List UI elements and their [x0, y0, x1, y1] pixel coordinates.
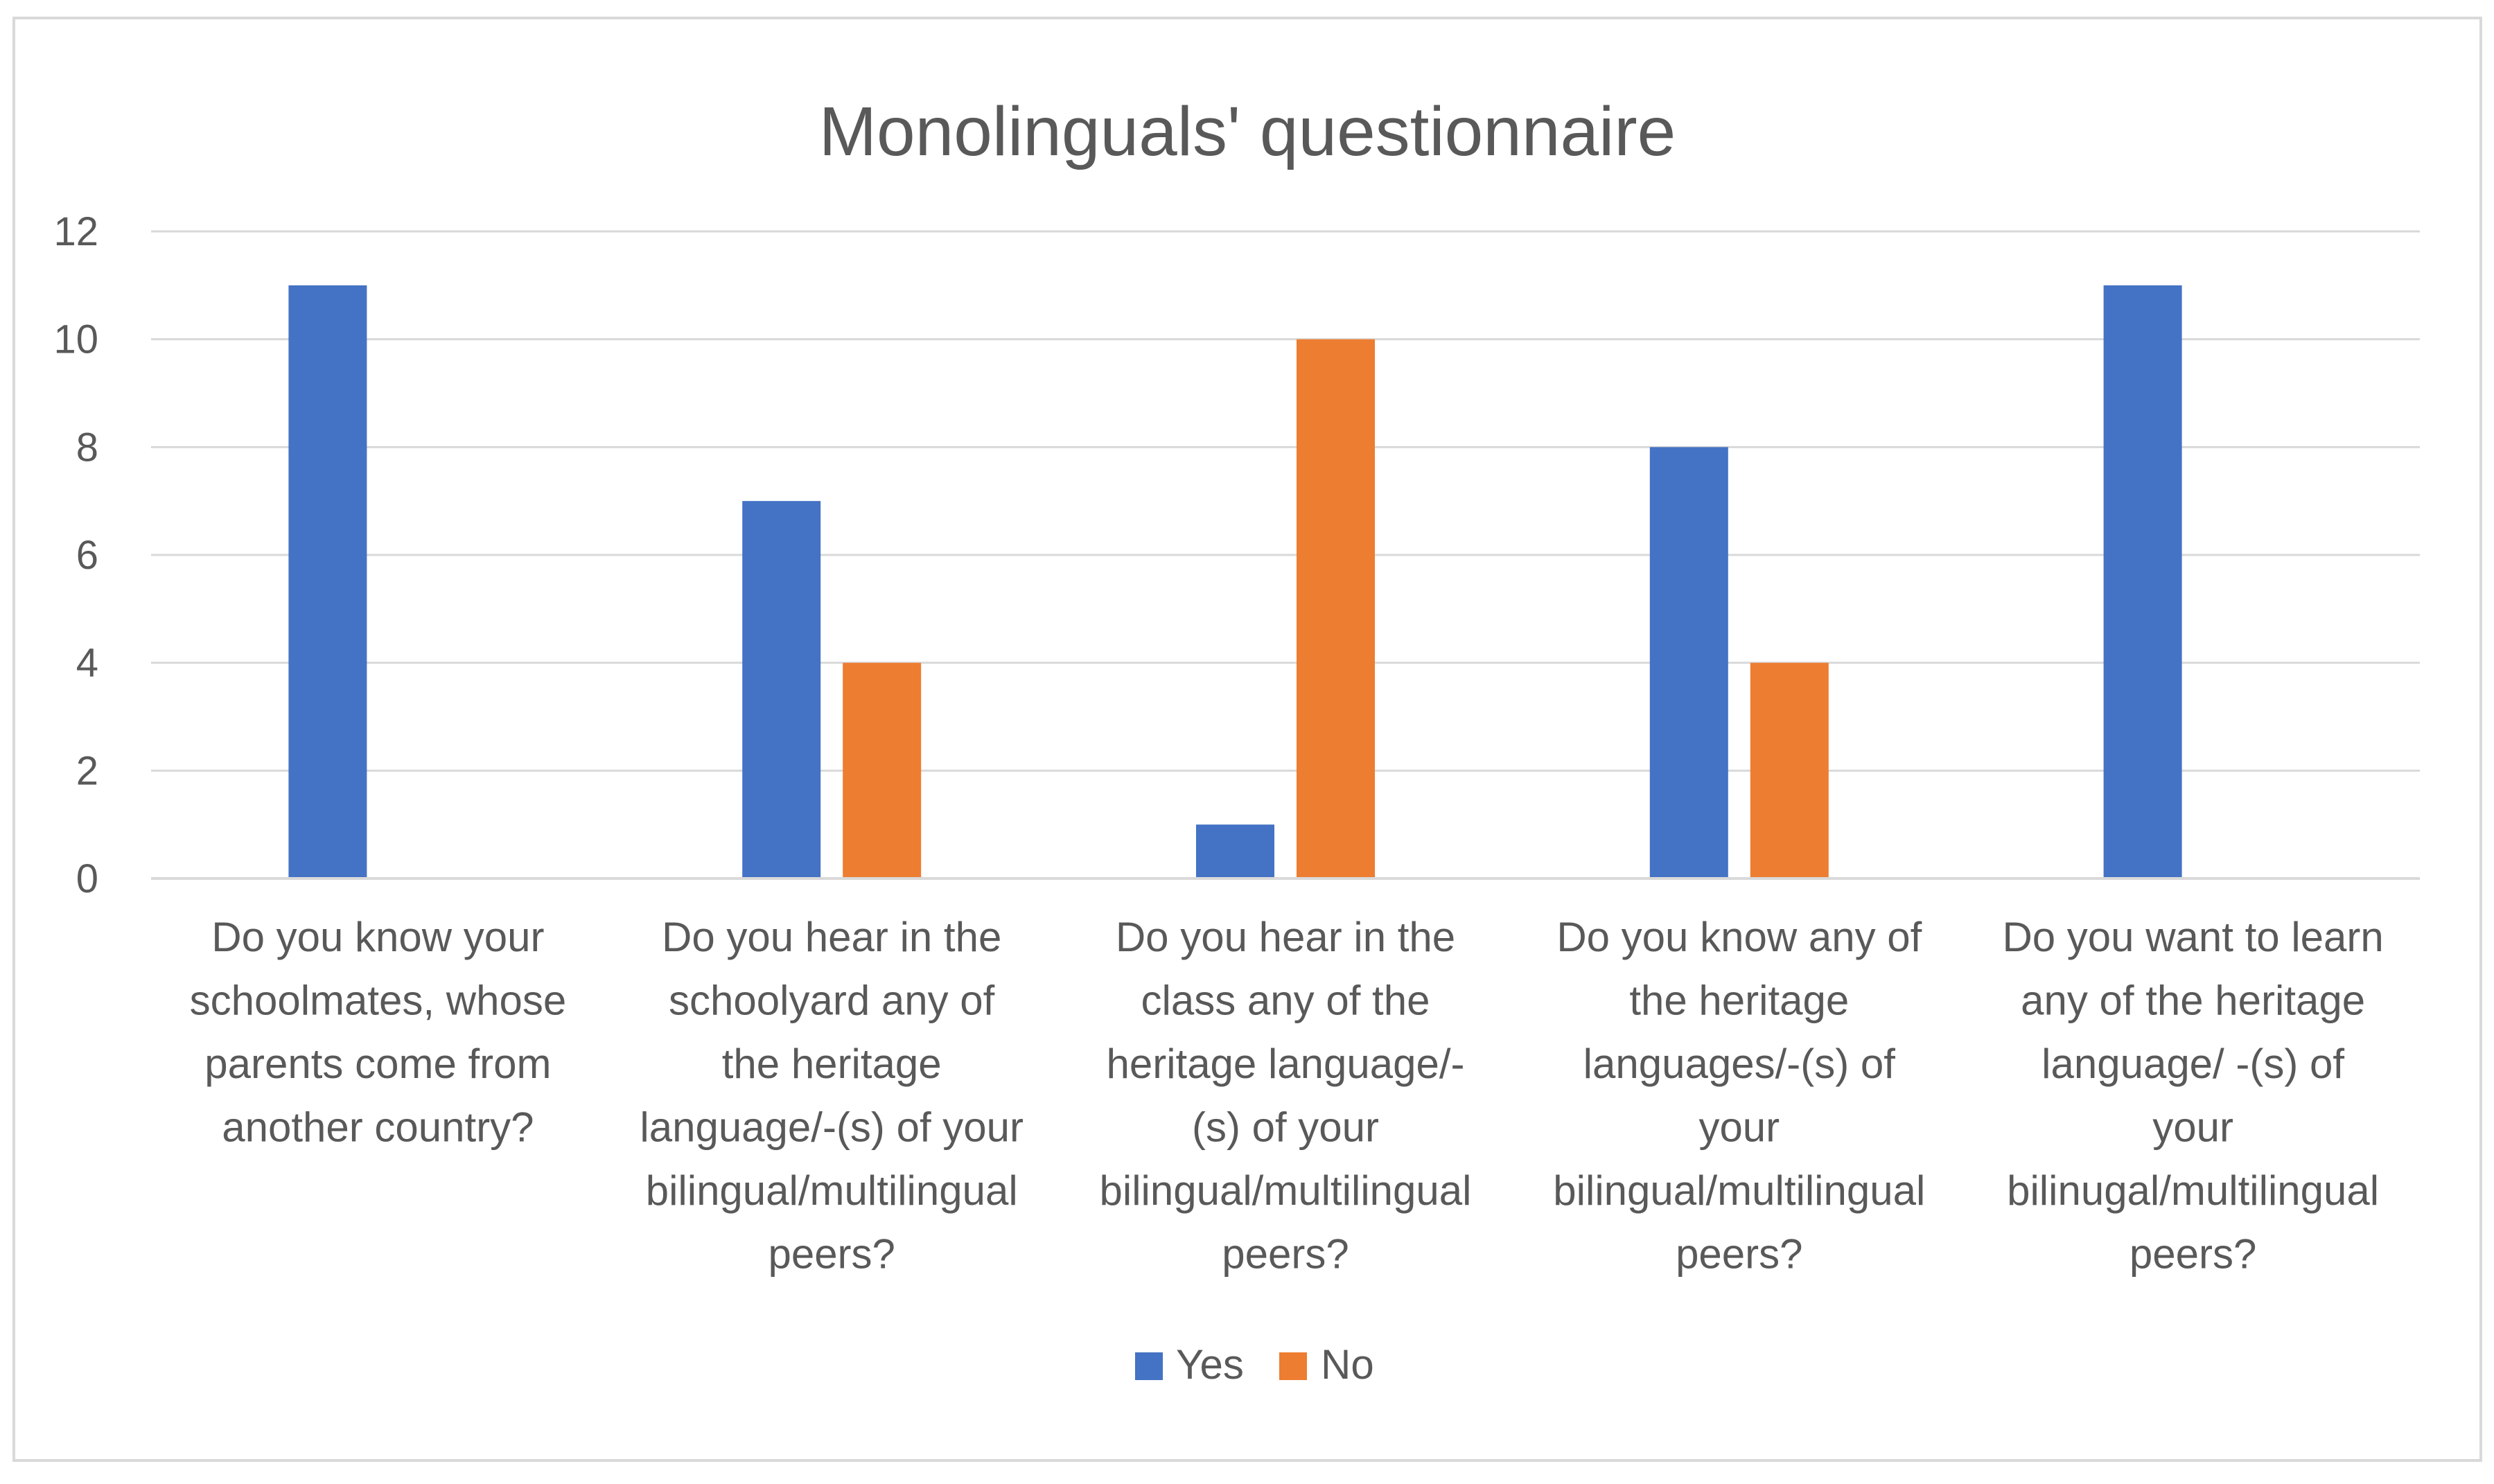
y-tick-label: 4 — [76, 641, 98, 686]
x-category-label-line: Do you know any of — [1556, 914, 1922, 960]
y-tick-label: 12 — [53, 209, 98, 254]
x-category-label-line: Do you want to learn — [2002, 914, 2383, 960]
legend-label-yes: Yes — [1176, 1341, 1244, 1388]
y-tick-label: 8 — [76, 425, 98, 470]
bar-yes-1 — [288, 285, 367, 878]
x-category-label-line: bilingual/multilingual — [1553, 1167, 1925, 1214]
bar-yes-5 — [2103, 285, 2182, 878]
x-category-label-line: (s) of your — [1192, 1104, 1379, 1151]
y-tick-label: 10 — [53, 317, 98, 362]
x-category-label-line: any of the heritage — [2021, 978, 2365, 1024]
legend-swatch-no — [1279, 1352, 1307, 1380]
x-category-label-line: peers? — [1676, 1231, 1802, 1278]
x-category-label-line: the heritage — [1629, 978, 1849, 1024]
legend: Yes No — [1135, 1341, 1374, 1388]
x-category-label-line: the heritage — [722, 1041, 942, 1087]
x-category-label-line: bilinugal/multilingual — [2007, 1167, 2379, 1214]
y-tick-label: 6 — [76, 533, 98, 578]
x-category-label-line: your — [2152, 1104, 2233, 1151]
x-category-label-line: peers? — [2129, 1231, 2256, 1278]
x-category-label-line: schoolyard any of — [669, 978, 995, 1024]
x-category-label: Do you know your schoolmates, whose parent… — [190, 914, 567, 1151]
bar-yes-2 — [742, 501, 821, 878]
bar-chart: Monolinguals' questionnaire 0 2 4 6 8 10 12 Do… — [53, 93, 2420, 1388]
x-category-label-line: language/ -(s) of — [2041, 1041, 2344, 1087]
x-category-label-line: schoolmates, whose — [190, 978, 567, 1024]
gridlines — [151, 230, 2420, 772]
category-labels: Do you know your schoolmates, whose parent… — [190, 914, 2384, 1278]
bar-yes-4 — [1649, 447, 1728, 878]
y-axis-tick-labels: 0 2 4 6 8 10 12 — [53, 209, 98, 901]
x-category-label-line: bilingual/multilingual — [646, 1167, 1018, 1214]
legend-swatch-yes — [1135, 1352, 1163, 1380]
x-category-label-line: Do you know your — [211, 914, 544, 960]
y-tick-label: 0 — [76, 856, 98, 901]
legend-label-no: No — [1321, 1341, 1374, 1388]
x-category-label: Do you hear in the class any of the herita… — [1100, 914, 1472, 1278]
x-category-label: Do you want to learn any of the heritage l… — [2002, 914, 2383, 1278]
x-category-label-line: Do you hear in the — [1116, 914, 1455, 960]
x-category-label-line: another country? — [222, 1104, 534, 1151]
x-category-label: Do you know any of the heritage languages/… — [1553, 914, 1925, 1278]
x-category-label-line: peers? — [768, 1231, 895, 1278]
x-category-label-line: peers? — [1222, 1231, 1349, 1278]
bar-no-4 — [1750, 662, 1829, 878]
x-category-label-line: parents come from — [204, 1041, 551, 1087]
x-category-label-line: heritage language/- — [1106, 1041, 1464, 1087]
x-category-label-line: Do you hear in the — [662, 914, 1001, 960]
x-category-label-line: your — [1698, 1104, 1780, 1151]
chart-title: Monolinguals' questionnaire — [819, 93, 1676, 170]
bar-no-3 — [1297, 339, 1375, 879]
y-tick-label: 2 — [76, 748, 98, 793]
bar-yes-3 — [1196, 824, 1274, 878]
x-category-label-line: bilingual/multilingual — [1100, 1167, 1472, 1214]
x-category-label-line: languages/-(s) of — [1583, 1041, 1896, 1087]
x-category-label-line: language/-(s) of your — [640, 1104, 1024, 1151]
bars — [288, 285, 2182, 879]
x-category-label-line: class any of the — [1141, 978, 1430, 1024]
x-category-label: Do you hear in the schoolyard any of the h… — [640, 914, 1024, 1278]
chart-frame: Monolinguals' questionnaire 0 2 4 6 8 10 12 Do… — [12, 17, 2482, 1462]
bar-no-2 — [843, 662, 922, 878]
